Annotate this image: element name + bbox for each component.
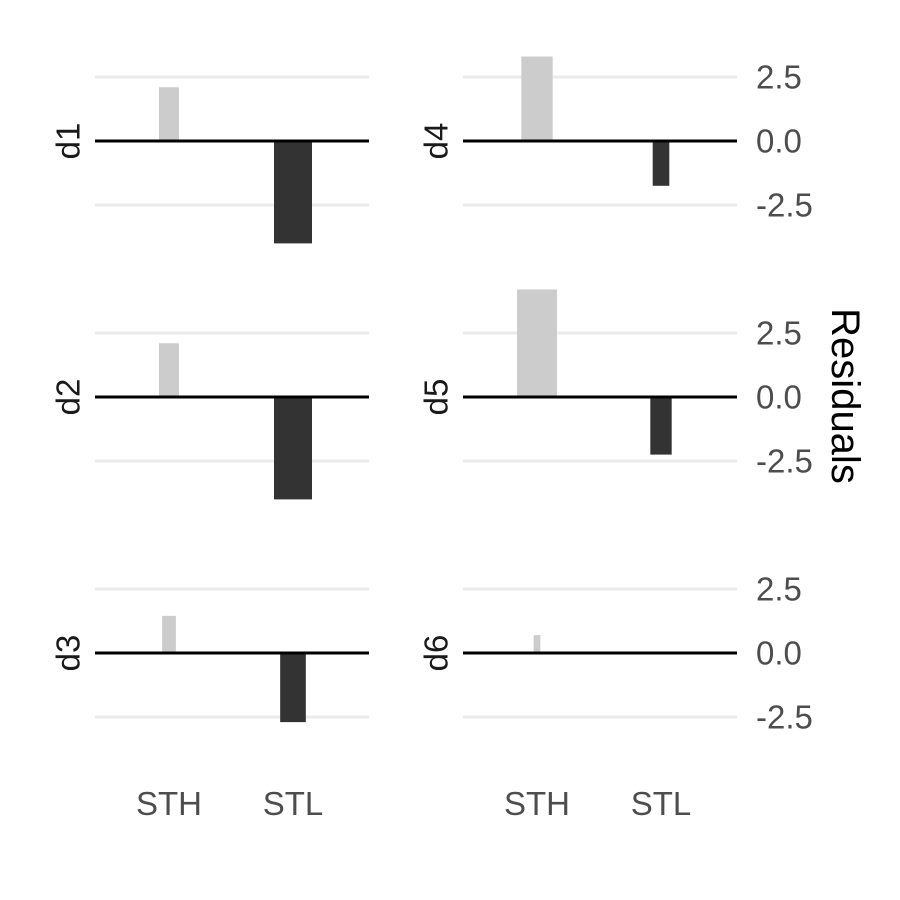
facet-d5: d5 2.5 0.0 -2.5	[418, 289, 813, 480]
y-tick-label-d5-0: 2.5	[756, 315, 802, 352]
y-tick-label-d5-2: -2.5	[756, 443, 813, 480]
bar-d5-stl	[650, 397, 672, 455]
facet-d1: d1	[50, 75, 369, 244]
x-tick-label-stl-col2: STL	[631, 785, 692, 822]
y-tick-label-d5-1: 0.0	[756, 379, 802, 416]
bar-d3-sth	[162, 615, 176, 653]
bar-d3-stl	[280, 653, 306, 723]
bar-d5-sth	[517, 289, 557, 397]
x-tick-label-stl-col1: STL	[263, 785, 324, 822]
bar-d1-sth	[159, 87, 179, 141]
facet-d6: d6 2.5 0.0 -2.5	[418, 571, 813, 736]
facet-label-d2: d2	[50, 379, 87, 416]
bar-d4-sth	[521, 56, 553, 141]
bar-d6-sth	[533, 635, 541, 653]
facet-label-d3: d3	[50, 635, 87, 672]
y-tick-label-d6-0: 2.5	[756, 571, 802, 608]
bar-d4-stl	[652, 141, 670, 186]
facet-d3: d3	[50, 587, 369, 723]
y-axis-label: Residuals	[823, 308, 867, 484]
y-tick-label-d4-2: -2.5	[756, 187, 813, 224]
y-tick-label-d4-0: 2.5	[756, 59, 802, 96]
facet-d4: d4 2.5 0.0 -2.5	[418, 56, 813, 224]
y-tick-label-d6-2: -2.5	[756, 699, 813, 736]
bar-d2-sth	[159, 343, 179, 397]
y-tick-label-d4-1: 0.0	[756, 123, 802, 160]
facet-label-d6: d6	[418, 635, 455, 672]
x-tick-label-sth-col2: STH	[504, 785, 570, 822]
y-tick-label-d6-1: 0.0	[756, 635, 802, 672]
facet-d2: d2	[50, 331, 369, 500]
bar-d2-stl	[274, 397, 312, 500]
facet-label-d5: d5	[418, 379, 455, 416]
facet-label-d4: d4	[418, 123, 455, 160]
x-tick-label-sth-col1: STH	[136, 785, 202, 822]
bar-d1-stl	[274, 141, 312, 244]
facet-label-d1: d1	[50, 123, 87, 160]
